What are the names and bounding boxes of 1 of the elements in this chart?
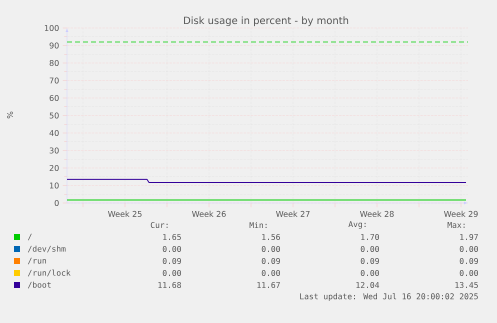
chart-title: Disk usage in percent - by month (184, 16, 348, 26)
